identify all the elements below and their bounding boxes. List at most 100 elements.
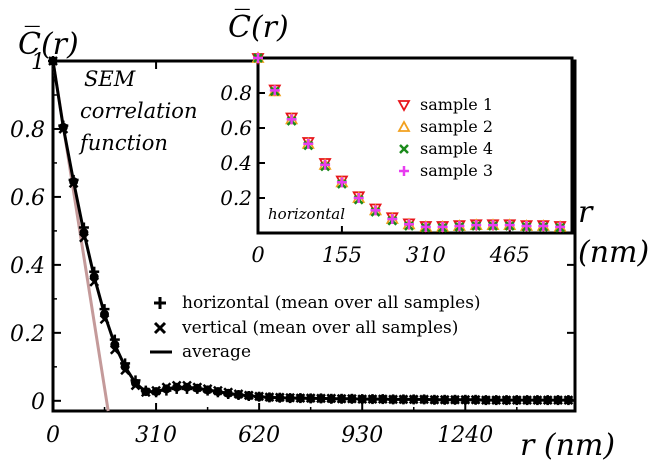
vertical-point <box>367 394 378 404</box>
inset-legend-marker <box>399 144 409 154</box>
vertical-point <box>79 232 89 243</box>
main-y-tick-label: 0.2 <box>10 322 45 347</box>
vertical-point <box>109 344 120 355</box>
inset-point-sample-3 <box>488 220 498 231</box>
main-legend: horizontal (mean over all samples) verti… <box>150 293 481 362</box>
vertical-point <box>274 392 285 403</box>
vertical-point <box>120 365 130 376</box>
vertical-point <box>419 394 429 405</box>
inset-y-axis-label: C̅(r) <box>228 9 289 45</box>
inset-point-sample-3 <box>555 221 566 232</box>
inset-legend: sample 1 sample 2 sample 4 sample 3 <box>397 95 493 180</box>
vertical-point <box>182 380 192 391</box>
main-y-tick-label: 1 <box>31 50 45 75</box>
vertical-point <box>357 394 368 404</box>
vertical-point <box>233 389 244 399</box>
main-x-tick-label: 0 <box>46 423 60 448</box>
vertical-point <box>501 395 512 405</box>
legend-marker-cross <box>153 321 167 335</box>
legend-label-vertical: vertical (mean over all samples) <box>181 318 458 338</box>
inset-point-sample-3 <box>286 114 297 125</box>
vertical-point <box>151 385 161 396</box>
vertical-point <box>192 382 203 393</box>
vertical-point <box>316 393 326 404</box>
main-series-layer <box>48 56 574 412</box>
legend-label-horizontal: horizontal (mean over all samples) <box>182 293 481 313</box>
main-y-tick-label: 0.4 <box>10 254 45 279</box>
vertical-point <box>130 380 141 391</box>
inset-point-sample-3 <box>521 221 532 231</box>
inset-point-sample-3 <box>320 159 331 170</box>
vertical-point <box>347 393 357 404</box>
inset-point-sample-3 <box>504 220 515 231</box>
main-x-axis-label: r (nm) <box>520 428 615 463</box>
vertical-point <box>377 394 388 404</box>
horizontal-point <box>89 266 100 277</box>
vertical-point <box>408 394 419 405</box>
inset-legend-label: sample 1 <box>420 95 493 114</box>
inset-point-sample-3 <box>336 177 347 188</box>
inset-x-axis-unit: (nm) <box>578 235 649 270</box>
inset-point-sample-3 <box>420 221 431 232</box>
vertical-point <box>140 387 151 398</box>
vertical-point <box>481 395 491 405</box>
main-x-tick-label: 620 <box>238 423 280 448</box>
inset-legend-label: sample 3 <box>420 161 493 180</box>
vertical-point <box>542 395 553 405</box>
inset-point-sample-3 <box>253 53 263 63</box>
inset-x-tick-label: 310 <box>406 243 446 267</box>
horizontal-point <box>78 222 89 233</box>
inset-point-sample-3 <box>303 138 314 149</box>
inset-y-axis: 0.2 0.4 0.6 0.8 <box>220 81 265 210</box>
vertical-point <box>243 390 254 401</box>
vertical-point <box>553 395 563 405</box>
inset-x-tick-label: 155 <box>322 243 362 267</box>
vertical-point <box>295 393 306 403</box>
main-annotation-line-1: SEM <box>84 67 136 91</box>
vertical-point <box>264 392 275 402</box>
vertical-point <box>532 395 543 405</box>
inset-series-layer <box>251 51 567 233</box>
horizontal-point <box>120 358 131 369</box>
inset-legend-marker <box>397 100 411 112</box>
vertical-point <box>398 394 409 405</box>
inset-legend-label: sample 4 <box>420 139 493 158</box>
inset-y-tick-label: 0.6 <box>220 116 252 140</box>
vertical-point <box>470 394 481 405</box>
vertical-point <box>429 394 440 405</box>
horizontal-point <box>109 334 120 345</box>
inset-plot-frame <box>256 56 574 235</box>
vertical-point <box>388 394 398 405</box>
vertical-point <box>511 395 522 405</box>
vertical-point <box>439 394 450 405</box>
inset-x-axis: 0 155 310 465 <box>251 226 530 267</box>
main-y-tick-label: 0.8 <box>10 118 45 143</box>
legend-label-average: average <box>182 342 251 362</box>
inset-annotation: horizontal <box>268 205 345 223</box>
main-y-axis: 0 0.2 0.4 0.6 0.8 1 <box>10 50 575 415</box>
inset-y-tick-label: 0.2 <box>220 186 252 210</box>
vertical-point <box>563 395 574 405</box>
inset-x-tick-label: 465 <box>489 243 530 267</box>
vertical-point <box>305 393 316 403</box>
vertical-point <box>161 382 172 393</box>
vertical-point <box>491 395 502 405</box>
vertical-point <box>89 277 100 287</box>
main-annotation-line-3: function <box>78 131 168 155</box>
vertical-point <box>202 384 213 394</box>
inset-y-tick-label: 0.4 <box>220 151 252 175</box>
inset-plot: 0 155 310 465 0.2 0.4 0.6 0.8 C̅(r) r (nm) hor… <box>220 9 649 270</box>
vertical-point <box>58 124 69 134</box>
inset-y-tick-label: 0.8 <box>220 81 252 105</box>
inset-point-sample-3 <box>404 219 414 230</box>
vertical-point <box>99 314 110 325</box>
main-plot: 0 310 620 930 1240 0 0.2 0.4 0.6 0.8 1 C̅(r) r (n… <box>10 26 615 463</box>
main-y-tick-label: 0 <box>31 390 45 415</box>
inset-point-sample-3 <box>269 85 280 96</box>
inset-point-sample-3 <box>471 220 482 231</box>
inset-x-tick-label: 0 <box>251 243 264 267</box>
main-x-tick-label: 930 <box>341 423 383 448</box>
vertical-point <box>171 380 182 391</box>
inset-point-sample-3 <box>370 205 381 216</box>
